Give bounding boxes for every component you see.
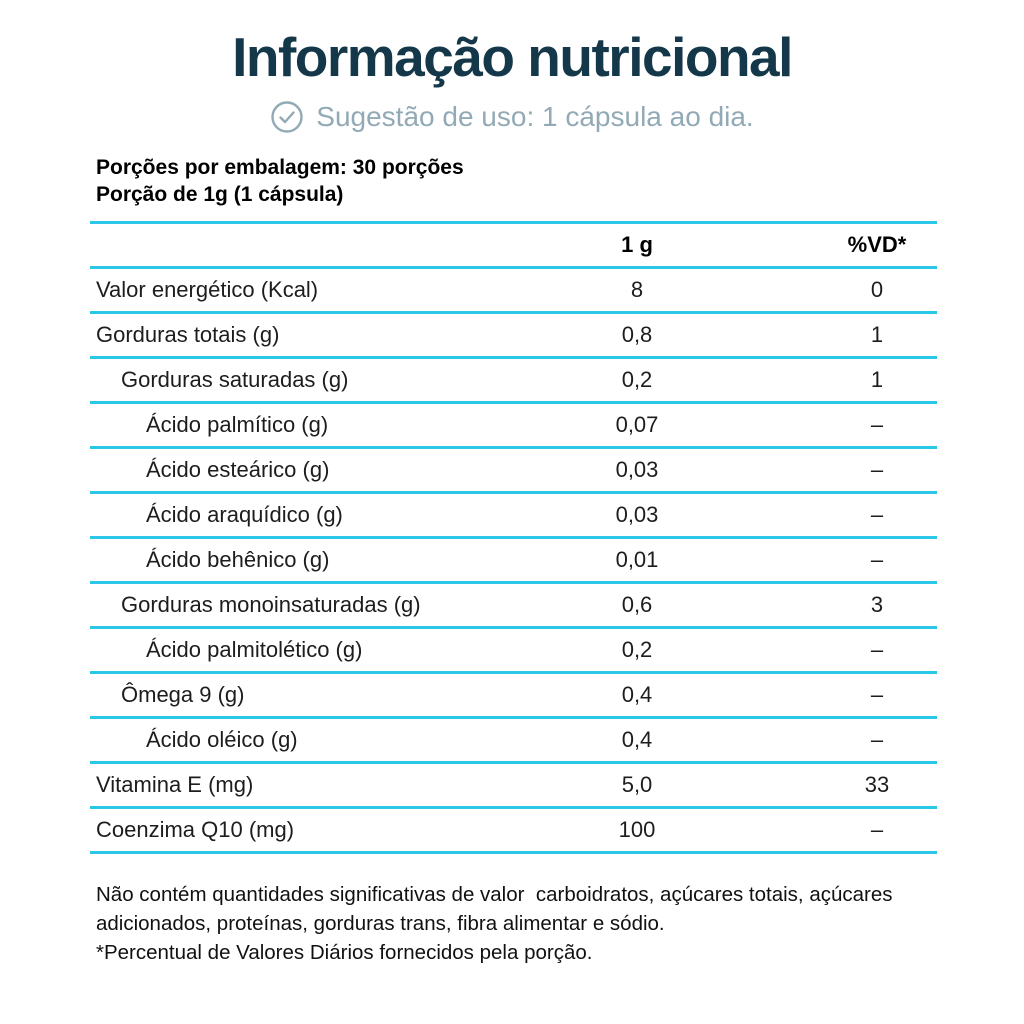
header-amount-column: 1 g [621, 231, 653, 257]
table-row: Gorduras monoinsaturadas (g) 0,6 3 [90, 584, 937, 629]
nutrient-daily-value: – [870, 681, 884, 707]
nutrient-amount: 0,07 [615, 411, 659, 437]
table-row: Ácido behênico (g) 0,01 – [90, 539, 937, 584]
table-row: Valor energético (Kcal) 8 0 [90, 269, 937, 314]
nutrient-amount: 0,2 [621, 636, 653, 662]
no-significant-amounts-note: Não contém quantidades significativas de… [96, 882, 899, 935]
nutrient-amount: 0,03 [615, 456, 659, 482]
check-circle-icon [270, 100, 304, 134]
nutrient-amount: 5,0 [621, 771, 653, 797]
table-row: Coenzima Q10 (mg) 100 – [90, 809, 937, 854]
nutrient-label: Gorduras monoinsaturadas (g) [121, 591, 421, 617]
nutrient-label: Ácido palmítico (g) [146, 411, 329, 437]
nutrient-label: Ácido araquídico (g) [146, 501, 343, 527]
nutrient-amount: 0,4 [621, 681, 653, 707]
table-row: Ácido araquídico (g) 0,03 – [90, 494, 937, 539]
table-rows: Valor energético (Kcal) 8 0 Gorduras tot… [90, 269, 937, 854]
table-row: Ômega 9 (g) 0,4 – [90, 674, 937, 719]
nutrient-label: Valor energético (Kcal) [96, 276, 319, 302]
table-row: Gorduras totais (g) 0,8 1 [90, 314, 937, 359]
table-header-row: 1 g %VD* [90, 224, 937, 269]
footer-notes: Não contém quantidades significativas de… [96, 880, 941, 967]
table-row: Gorduras saturadas (g) 0,2 1 [90, 359, 937, 404]
daily-values-note: *Percentual de Valores Diários fornecido… [96, 940, 593, 964]
nutrient-daily-value: – [870, 816, 884, 842]
nutrient-daily-value: 1 [870, 321, 884, 347]
nutrient-amount: 0,03 [615, 501, 659, 527]
nutrient-amount: 0,2 [621, 366, 653, 392]
usage-suggestion: Sugestão de uso: 1 cápsula ao dia. [0, 100, 1024, 134]
nutrient-daily-value: – [870, 411, 884, 437]
nutrient-label: Ômega 9 (g) [121, 681, 245, 707]
nutrient-amount: 8 [630, 276, 644, 302]
nutrient-amount: 0,4 [621, 726, 653, 752]
portion-size: Porção de 1g (1 cápsula) [96, 182, 344, 206]
serving-info: Porções por embalagem: 30 porções Porção… [96, 155, 928, 209]
table-row: Ácido esteárico (g) 0,03 – [90, 449, 937, 494]
nutrient-amount: 100 [618, 816, 656, 842]
nutrient-daily-value: – [870, 501, 884, 527]
nutrient-daily-value: 33 [864, 771, 890, 797]
usage-suggestion-text: Sugestão de uso: 1 cápsula ao dia. [316, 101, 754, 132]
nutrient-daily-value: 1 [870, 366, 884, 392]
nutrient-daily-value: – [870, 636, 884, 662]
table-row: Ácido palmítico (g) 0,07 – [90, 404, 937, 449]
nutrient-label: Ácido esteárico (g) [146, 456, 330, 482]
nutrient-daily-value: 3 [870, 591, 884, 617]
nutrient-daily-value: 0 [870, 276, 884, 302]
nutrient-label: Vitamina E (mg) [96, 771, 254, 797]
nutrient-daily-value: – [870, 726, 884, 752]
table-row: Ácido oléico (g) 0,4 – [90, 719, 937, 764]
table-row: Ácido palmitolético (g) 0,2 – [90, 629, 937, 674]
table-row: Vitamina E (mg) 5,0 33 [90, 764, 937, 809]
page-title: Informação nutricional [232, 26, 793, 88]
nutrient-amount: 0,8 [621, 321, 653, 347]
nutrient-label: Coenzima Q10 (mg) [96, 816, 295, 842]
nutrient-label: Ácido behênico (g) [146, 546, 330, 572]
nutrient-daily-value: – [870, 456, 884, 482]
header-daily-value-column: %VD* [847, 231, 907, 257]
nutrient-label: Ácido palmitolético (g) [146, 636, 363, 662]
nutrient-daily-value: – [870, 546, 884, 572]
nutrition-table: 1 g %VD* Valor energético (Kcal) 8 0 Gor… [90, 220, 937, 854]
servings-per-package: Porções por embalagem: 30 porções [96, 156, 464, 179]
nutrient-amount: 0,6 [621, 591, 653, 617]
nutrient-label: Ácido oléico (g) [146, 726, 298, 752]
nutrient-amount: 0,01 [615, 546, 659, 572]
nutrient-label: Gorduras saturadas (g) [121, 366, 349, 392]
nutrient-label: Gorduras totais (g) [96, 321, 280, 347]
